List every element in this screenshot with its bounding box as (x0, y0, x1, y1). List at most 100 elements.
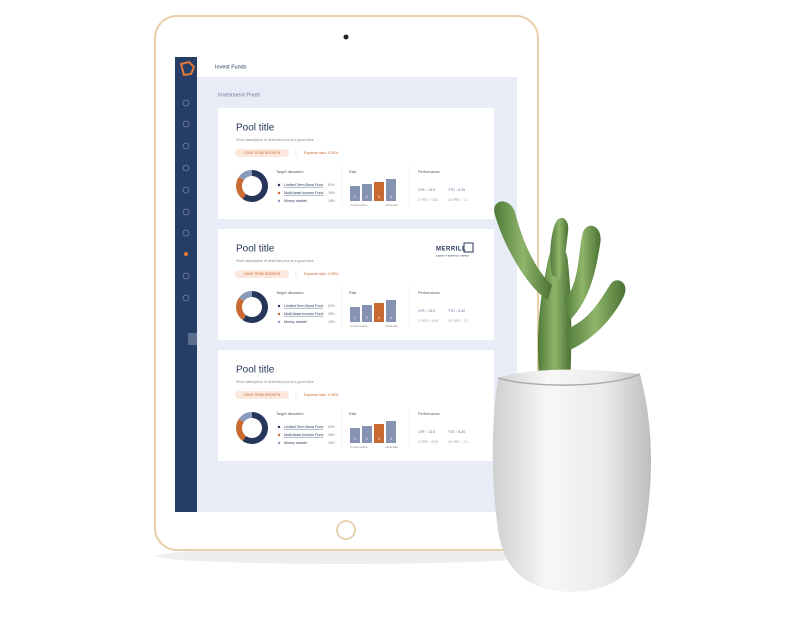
risk-bar (362, 305, 372, 322)
camera (343, 34, 349, 40)
legend-dot (277, 320, 281, 324)
donut-segment (242, 170, 268, 202)
allocation-percent: 15% (328, 320, 335, 324)
allocation-name: Money market (284, 320, 307, 324)
nav-icon (182, 294, 190, 302)
risk-level: 2 (366, 437, 368, 441)
allocation-name: Multi Asset Income Fund (284, 191, 323, 195)
risk-bar (362, 426, 372, 443)
legend-dot (277, 425, 281, 429)
risk-high: Moderate (385, 203, 398, 207)
allocation-name: Money market (284, 199, 307, 203)
legend-dot (277, 433, 281, 437)
cactus-plant (494, 201, 626, 390)
risk-level: 3 (378, 195, 380, 199)
allocation-percent: 25% (328, 433, 335, 437)
risk-bar (350, 186, 360, 201)
legend-dot (277, 183, 281, 187)
nav-icon (182, 272, 190, 280)
pool-description: Short description of what this pool is a… (236, 138, 314, 142)
donut-segment (242, 291, 268, 323)
nav-icon (182, 208, 190, 216)
sidebar-toggle[interactable] (188, 333, 197, 345)
logo-flag (463, 242, 474, 253)
allocation-name: Limited Term Bond Fund (284, 425, 323, 429)
risk-bar (350, 428, 360, 443)
risk-level: 2 (366, 316, 368, 320)
legend-dot (277, 191, 281, 195)
risk-level: 4 (390, 316, 392, 320)
performance-item: 1YR ↑ 13.6 (418, 430, 435, 434)
logo-name: MERRILL (436, 247, 466, 253)
donut-segment (236, 176, 247, 199)
legend-dot (277, 312, 281, 316)
section-title: Investment Pools (218, 92, 260, 98)
pool-title: Pool title (236, 365, 275, 376)
nav-icon (182, 99, 190, 107)
risk-title: Risk (349, 170, 356, 174)
legend-dot (277, 441, 281, 445)
tag: LONG TERM GROWTH (244, 272, 281, 276)
nav-icon (182, 229, 190, 237)
performance-item: YTD ↑ 8.25 (448, 188, 465, 192)
pool-title: Pool title (236, 244, 275, 255)
allocation-percent: 15% (328, 199, 335, 203)
performance-item: 10 YRS ↑ 7.1 (448, 440, 468, 444)
risk-level: 3 (378, 437, 380, 441)
sidebar (175, 57, 197, 512)
risk-bar (374, 424, 384, 443)
pool-list: Pool title Short description of what this… (218, 108, 494, 461)
risk-bar (386, 179, 396, 201)
performance-item: YTD ↑ 8.25 (448, 430, 465, 434)
risk-low: Conservative (350, 324, 368, 328)
risk-title: Risk (349, 412, 356, 416)
tag-pill (235, 149, 289, 157)
allocation-title: Target allocation (276, 170, 304, 174)
pot-rim (497, 373, 641, 386)
nav-icon-active (184, 252, 188, 256)
performance-item: 3 YRS ↑ 9.90 (418, 319, 438, 323)
allocation-percent: 60% (328, 183, 335, 187)
risk-bar (374, 303, 384, 322)
donut-segment (239, 291, 252, 302)
allocation-percent: 60% (328, 425, 335, 429)
donut-segment (239, 170, 252, 181)
allocation-name: Multi Asset Income Fund (284, 312, 323, 316)
allocation-title: Target allocation (276, 291, 304, 295)
donut-segment (239, 412, 252, 423)
expense-ratio: Expense ratio: 0.35% (304, 151, 339, 155)
allocation-percent: 60% (328, 304, 335, 308)
risk-high: Moderate (385, 324, 398, 328)
nav-icon (182, 186, 190, 194)
tag: LONG TERM GROWTH (244, 151, 281, 155)
risk-high: Moderate (385, 445, 398, 449)
allocation-name: Limited Term Bond Fund (284, 183, 323, 187)
pool-card: Pool title Short description of what this… (218, 229, 494, 340)
performance-item: YTD ↑ 8.42 (448, 309, 465, 313)
risk-level: 1 (354, 437, 356, 441)
tag-pill (235, 270, 289, 278)
nav-icon (182, 120, 190, 128)
risk-level: 4 (390, 437, 392, 441)
donut-segment (236, 297, 247, 320)
sidebar-icons (182, 99, 190, 302)
performance-item: 1YR ↑ 13.5 (418, 188, 435, 192)
allocation-title: Target allocation (276, 412, 304, 416)
donut-segment (242, 412, 268, 444)
pool-description: Short description of what this pool is a… (236, 259, 314, 263)
allocation-name: Limited Term Bond Fund (284, 304, 323, 308)
donut-segment (236, 418, 247, 441)
performance-item: 10 YRS ↑ 7.1 (448, 198, 468, 202)
performance-title: Performance (418, 412, 440, 416)
risk-title: Risk (349, 291, 356, 295)
header-title: Invest Funds (215, 64, 247, 70)
tag: LONG TERM GROWTH (244, 393, 281, 397)
risk-low: Conservative (350, 445, 368, 449)
risk-bar (350, 307, 360, 322)
risk-bar (386, 300, 396, 322)
risk-level: 1 (354, 195, 356, 199)
allocation-percent: 15% (328, 441, 335, 445)
risk-level: 3 (378, 316, 380, 320)
